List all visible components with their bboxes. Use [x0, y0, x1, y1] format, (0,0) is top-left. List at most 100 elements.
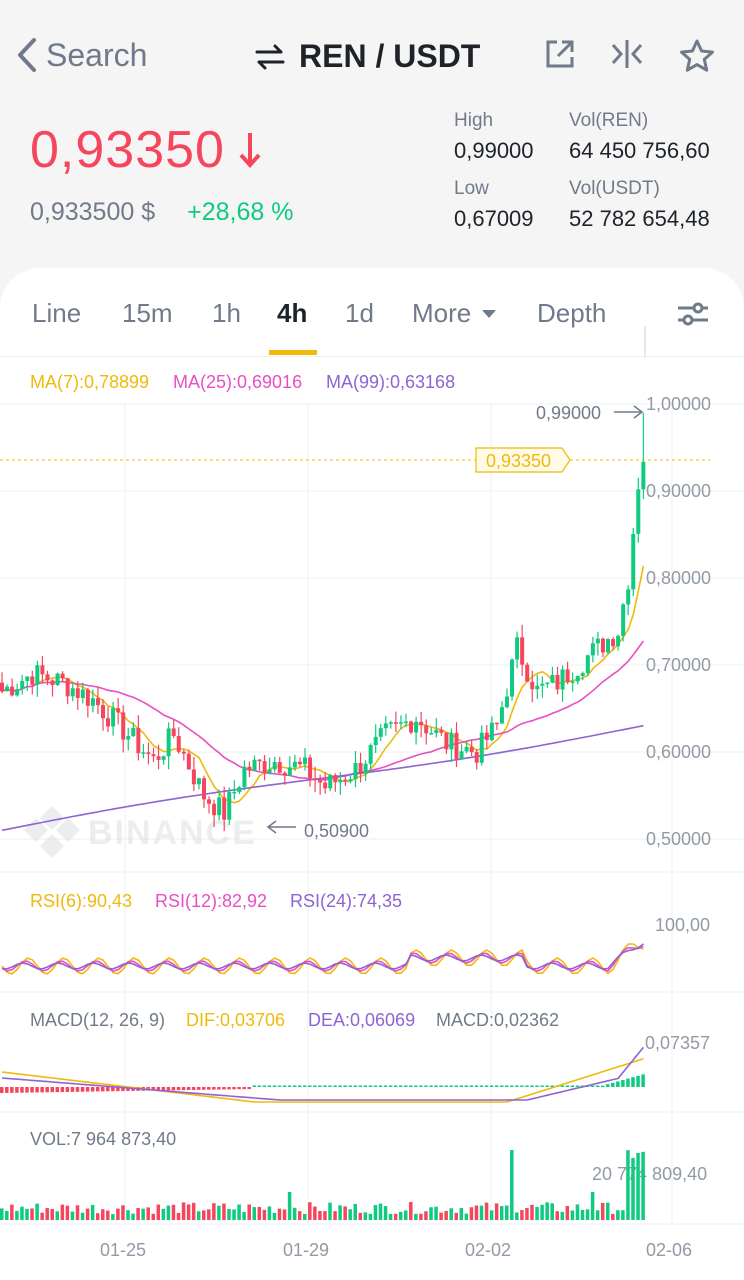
chart-panel: Line 15m 1h 4h 1d More Depth — [0, 268, 744, 1280]
candle-body — [590, 643, 595, 656]
macd-bar — [232, 1087, 236, 1090]
volume-bar — [287, 1192, 292, 1220]
candle-body — [0, 682, 4, 692]
candle-body — [560, 669, 565, 690]
macd-bar — [151, 1087, 155, 1091]
candle-body — [444, 732, 449, 750]
macd-bar — [262, 1085, 267, 1087]
macd-bar — [217, 1087, 221, 1090]
macd-bar — [80, 1087, 85, 1092]
candle-body — [429, 733, 434, 735]
candle-body — [510, 659, 515, 697]
candle-body — [454, 732, 459, 760]
macd-bar — [333, 1085, 337, 1087]
volume-bar — [454, 1212, 458, 1220]
candle-body — [353, 763, 358, 780]
macd-bar — [600, 1085, 605, 1088]
candle-body — [616, 635, 621, 647]
macd-dif-label: DIF:0,03706 — [186, 1010, 285, 1030]
volume-bar — [378, 1203, 383, 1220]
volume-bar — [353, 1203, 357, 1220]
volume-bar — [525, 1207, 529, 1220]
tab-4h[interactable]: 4h — [277, 298, 308, 328]
volume-bar — [60, 1204, 65, 1220]
volume-bar — [272, 1212, 277, 1220]
macd-bar — [242, 1087, 246, 1090]
tab-line[interactable]: Line — [32, 298, 82, 328]
volume-bar — [363, 1212, 368, 1220]
candle-body — [30, 676, 35, 685]
candle-body — [166, 728, 171, 757]
macd-bar — [545, 1085, 549, 1087]
volume-bar — [439, 1212, 443, 1220]
share-icon[interactable] — [544, 38, 576, 70]
macd-series — [0, 1046, 645, 1103]
macd-bar — [20, 1087, 24, 1093]
macd-bar — [530, 1085, 534, 1087]
pair-selector[interactable]: REN / USDT — [255, 38, 480, 75]
tab-depth[interactable]: Depth — [537, 298, 607, 328]
last-price: 0,93350 — [30, 120, 293, 180]
x-axis: 01-25 01-29 02-02 02-06 — [100, 1240, 692, 1260]
candle-body — [439, 729, 444, 733]
volume-bar — [515, 1212, 519, 1220]
back-button[interactable]: Search — [16, 36, 147, 74]
settings-sliders-icon[interactable] — [676, 300, 710, 328]
candle-body — [15, 689, 20, 696]
rsi24-label: RSI(24):74,35 — [290, 891, 402, 911]
candlestick-chart[interactable]: MA(7):0,78899 MA(25):0,69016 MA(99):0,63… — [0, 356, 744, 1280]
tab-1h[interactable]: 1h — [212, 298, 241, 328]
candle-body — [398, 722, 403, 724]
volume-bar — [333, 1211, 337, 1220]
macd-title: MACD(12, 26, 9) — [30, 1010, 165, 1030]
macd-bar — [10, 1087, 14, 1093]
candle-body — [161, 756, 166, 760]
ma25-label: MA(25):0,69016 — [173, 372, 302, 392]
low-arrow-icon — [266, 820, 296, 834]
tab-1d[interactable]: 1d — [345, 298, 374, 328]
macd-bar — [373, 1085, 378, 1087]
volume-bar — [267, 1206, 272, 1220]
volume-bar — [343, 1206, 347, 1220]
candle-body — [388, 722, 393, 724]
back-label: Search — [46, 36, 148, 73]
macd-bar — [606, 1084, 610, 1087]
macd-bar — [55, 1087, 60, 1093]
macd-bar — [570, 1085, 575, 1087]
candle-body — [151, 754, 156, 757]
volume-bar — [535, 1207, 539, 1220]
vol-base-label: Vol(REN) — [569, 110, 649, 131]
current-price-label: 0,93350 — [486, 451, 551, 471]
volume-bar — [510, 1150, 514, 1220]
candle-body — [40, 665, 45, 675]
macd-bar — [499, 1085, 504, 1087]
volume-bar — [141, 1208, 145, 1220]
candle-body — [484, 732, 489, 741]
candle-body — [535, 685, 540, 690]
current-price-tag[interactable]: 0,93350 — [475, 447, 571, 473]
candle-body — [434, 729, 439, 734]
candle-body — [176, 736, 181, 752]
volume-bar — [530, 1204, 534, 1220]
macd-bar — [444, 1085, 448, 1087]
y-tick-2: 0,90000 — [646, 481, 711, 501]
tab-more[interactable]: More — [412, 298, 497, 329]
compare-icon[interactable] — [610, 38, 644, 70]
volume-bar — [429, 1207, 433, 1220]
macd-bar — [338, 1085, 342, 1087]
ma25-line — [1, 640, 645, 781]
candle-body — [545, 682, 550, 685]
candle-body — [45, 674, 50, 681]
macd-bar — [277, 1085, 282, 1087]
star-icon[interactable] — [678, 38, 716, 74]
candle-body — [565, 669, 570, 683]
low-annotation: 0,50900 — [304, 821, 369, 841]
change-percent: +28,68 % — [187, 198, 294, 226]
vol-top-label: 20 774 809,40 — [592, 1164, 707, 1184]
macd-bar — [383, 1085, 388, 1087]
usd-price: 0,933500 $ — [30, 198, 156, 226]
macd-bar — [595, 1085, 600, 1087]
macd-bar — [171, 1087, 176, 1091]
tab-15m[interactable]: 15m — [122, 298, 173, 328]
macd-bar — [101, 1087, 105, 1092]
